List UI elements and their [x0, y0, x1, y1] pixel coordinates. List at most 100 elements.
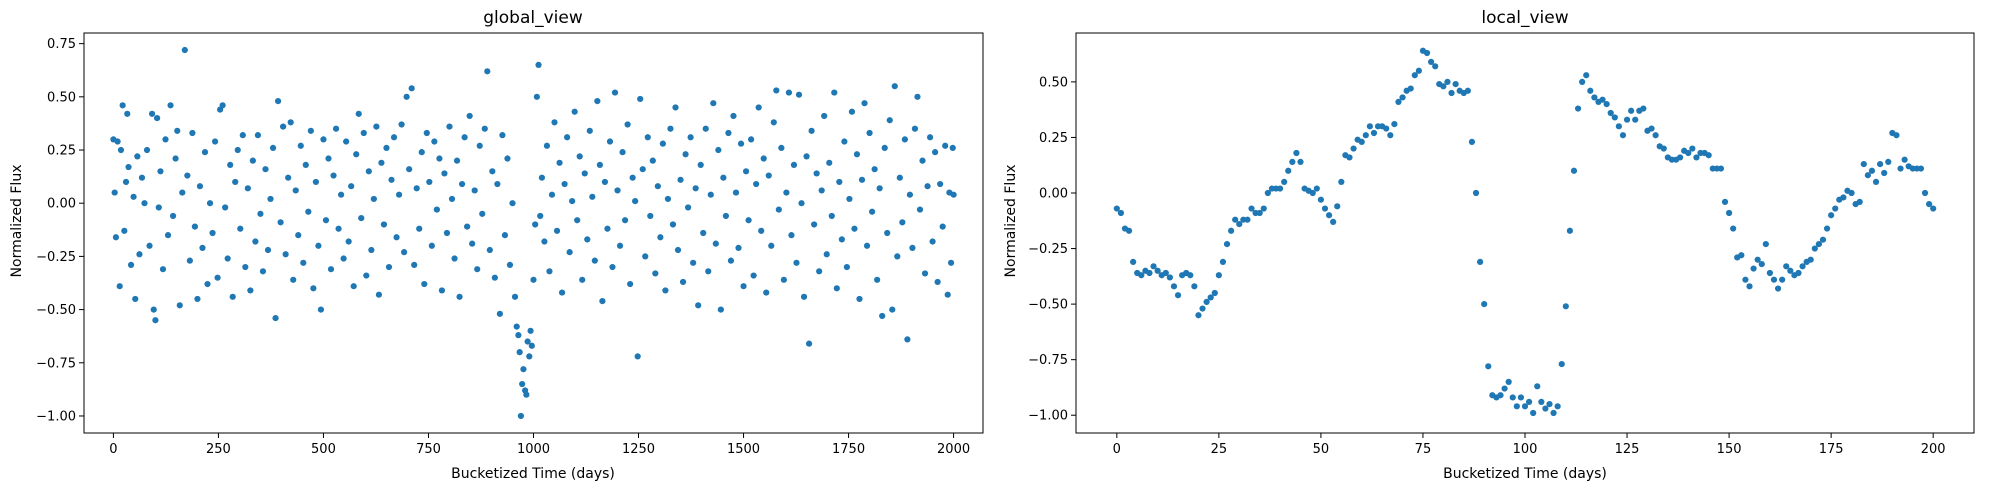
data-point — [909, 244, 916, 251]
data-point — [1705, 152, 1712, 159]
data-point — [290, 276, 297, 283]
data-point — [297, 142, 304, 149]
data-point — [350, 283, 357, 290]
data-point — [838, 236, 845, 243]
data-point — [249, 157, 256, 164]
data-point — [1223, 241, 1231, 248]
x-tick-label: 1500 — [727, 442, 760, 457]
data-point — [1428, 58, 1435, 65]
data-point — [211, 138, 219, 145]
data-point — [715, 146, 722, 154]
x-tick-label: 100 — [1513, 442, 1538, 457]
data-point — [858, 176, 866, 183]
data-point — [871, 166, 878, 173]
data-point — [513, 323, 520, 330]
data-point — [816, 268, 823, 275]
data-point — [380, 221, 388, 228]
data-point — [466, 112, 473, 120]
data-point — [174, 127, 181, 134]
data-point — [310, 285, 317, 292]
data-point — [191, 223, 198, 230]
data-point — [111, 189, 118, 196]
data-point — [725, 129, 732, 137]
data-point — [378, 159, 385, 166]
data-point — [257, 210, 264, 217]
data-point — [136, 251, 143, 258]
data-point — [921, 270, 929, 277]
data-point — [672, 104, 679, 111]
data-point — [906, 191, 914, 198]
data-point — [586, 127, 593, 134]
data-point — [1881, 169, 1888, 177]
data-point — [652, 270, 659, 277]
data-point — [280, 123, 287, 130]
x-tick-label: 1250 — [622, 442, 655, 457]
data-point — [654, 183, 661, 190]
data-point — [1615, 123, 1622, 130]
data-point — [446, 123, 453, 130]
data-point — [154, 115, 161, 122]
data-point — [1391, 121, 1398, 128]
data-point — [705, 268, 712, 275]
data-point — [1619, 132, 1627, 139]
data-point — [1244, 216, 1251, 223]
data-point — [1395, 98, 1402, 105]
data-point — [856, 295, 863, 303]
data-point — [692, 185, 699, 192]
data-point — [1623, 116, 1631, 123]
data-point — [599, 297, 606, 305]
data-point — [1725, 209, 1733, 217]
data-point — [122, 178, 130, 186]
data-point — [899, 219, 906, 226]
data-point — [176, 302, 183, 309]
data-point — [172, 155, 179, 162]
data-point — [1191, 283, 1198, 290]
data-point — [813, 170, 820, 177]
data-point — [866, 129, 873, 137]
data-point — [604, 225, 611, 232]
data-point — [196, 183, 204, 190]
data-point — [1574, 105, 1582, 112]
data-point — [285, 174, 292, 181]
data-point — [373, 123, 380, 130]
data-point — [1232, 216, 1239, 223]
data-point — [1346, 154, 1353, 161]
data-point — [413, 185, 420, 192]
data-point — [795, 91, 803, 98]
data-point — [528, 342, 535, 349]
data-point — [116, 283, 123, 290]
data-point — [1325, 212, 1333, 219]
data-point — [1693, 154, 1700, 161]
data-point — [315, 242, 322, 249]
data-point — [1350, 145, 1357, 152]
data-point — [320, 136, 327, 143]
data-point — [929, 238, 936, 245]
data-point — [348, 183, 355, 190]
data-point — [1770, 276, 1778, 283]
data-point — [1901, 156, 1908, 163]
data-point — [421, 280, 428, 288]
data-point — [616, 242, 624, 249]
data-point — [262, 166, 269, 173]
data-point — [1358, 138, 1365, 145]
x-tick-label: 1750 — [832, 442, 865, 457]
data-point — [879, 312, 886, 320]
data-point — [1146, 269, 1153, 277]
y-tick-label: 0.75 — [47, 37, 76, 52]
data-point — [1264, 189, 1271, 197]
data-point — [569, 197, 576, 205]
data-point — [546, 268, 553, 275]
data-point — [800, 293, 808, 300]
data-point — [1652, 132, 1659, 139]
data-point — [574, 217, 581, 224]
data-point — [1130, 258, 1137, 265]
data-point — [1766, 269, 1774, 277]
data-point — [511, 293, 519, 300]
data-point — [901, 136, 908, 143]
data-point — [881, 144, 888, 151]
data-point — [632, 197, 639, 205]
data-point — [1840, 194, 1847, 201]
data-point — [1815, 241, 1822, 248]
data-point — [520, 366, 527, 373]
